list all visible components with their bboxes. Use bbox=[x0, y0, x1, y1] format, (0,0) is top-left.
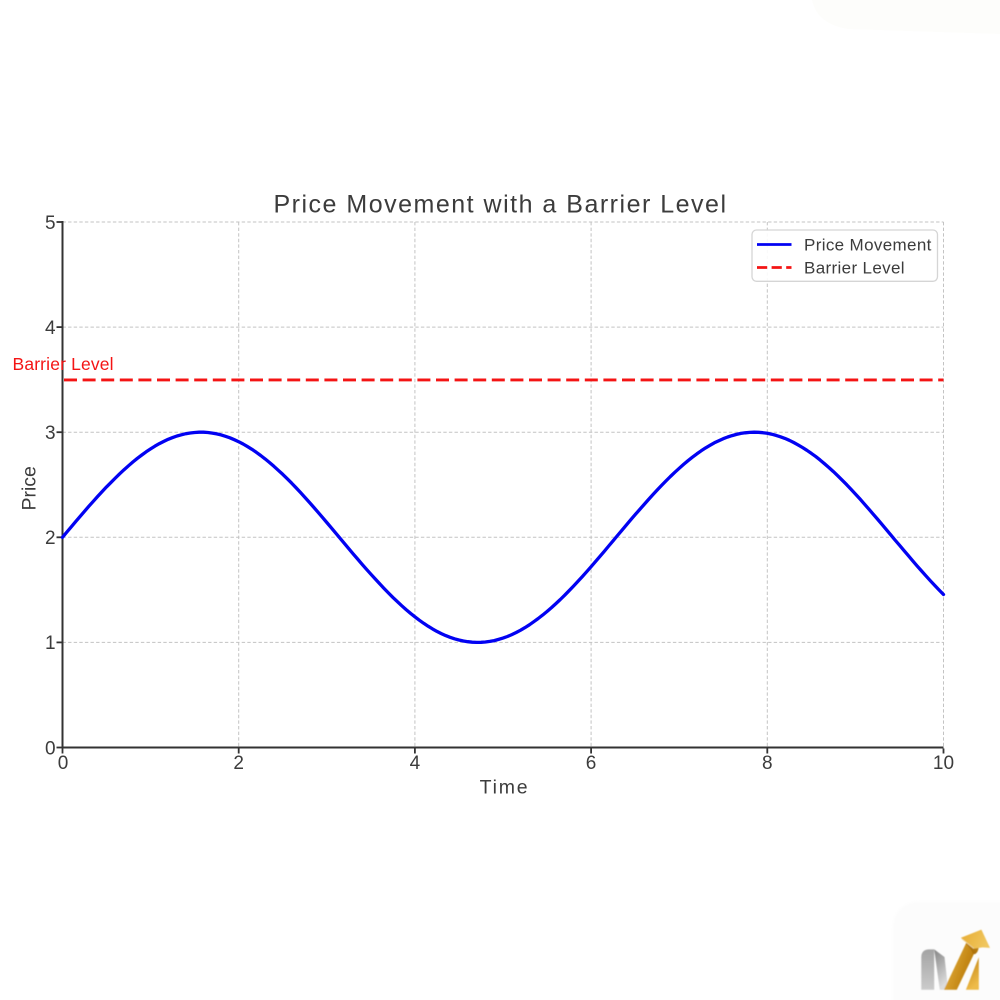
svg-text:2: 2 bbox=[45, 528, 56, 549]
svg-text:4: 4 bbox=[410, 753, 421, 774]
svg-text:0: 0 bbox=[45, 738, 56, 759]
svg-text:10: 10 bbox=[933, 753, 954, 774]
svg-text:Price: Price bbox=[18, 466, 40, 510]
svg-text:6: 6 bbox=[586, 753, 597, 774]
svg-text:Barrier Level: Barrier Level bbox=[13, 354, 114, 374]
svg-text:Price Movement with a Barrier: Price Movement with a Barrier Level bbox=[273, 191, 727, 219]
svg-text:2: 2 bbox=[233, 753, 244, 774]
svg-text:Price Movement: Price Movement bbox=[804, 235, 932, 254]
svg-text:Time: Time bbox=[480, 776, 530, 798]
svg-text:1: 1 bbox=[45, 633, 56, 654]
svg-text:Barrier Level: Barrier Level bbox=[804, 258, 905, 277]
svg-text:8: 8 bbox=[762, 753, 773, 774]
svg-text:4: 4 bbox=[45, 318, 56, 339]
svg-text:3: 3 bbox=[45, 423, 56, 444]
svg-text:5: 5 bbox=[45, 213, 56, 234]
svg-text:0: 0 bbox=[58, 753, 69, 774]
